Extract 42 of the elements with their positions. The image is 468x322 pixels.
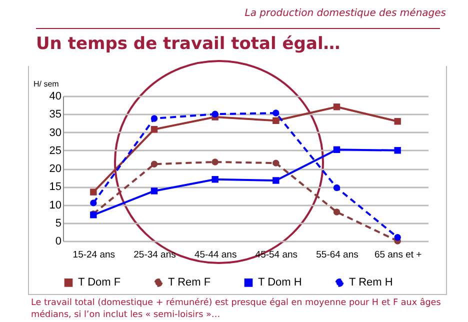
chart-title: Un temps de travail total égal…	[36, 34, 340, 54]
point	[212, 176, 218, 183]
point	[150, 126, 158, 133]
point	[90, 200, 97, 206]
y-tick-label: 0	[55, 236, 62, 248]
point	[212, 110, 218, 118]
point	[272, 177, 280, 184]
point	[394, 234, 401, 241]
y-axis-title: H/ sem	[34, 80, 60, 88]
point	[333, 208, 340, 216]
legend-label: T Dom F	[78, 276, 121, 289]
point	[150, 160, 158, 168]
point	[212, 158, 218, 166]
y-tick-label: 25	[49, 144, 62, 157]
point	[272, 110, 280, 116]
y-tick-label: 10	[49, 199, 62, 212]
x-tick-label: 45-44 ans	[194, 250, 237, 260]
point	[272, 117, 280, 124]
text: Le travail total (domestique + rémunéré) est presque égal en moyenne pour H et F aux âges médians, si l’on inclut les « semi-loisirs »…	[31, 297, 442, 321]
point	[150, 188, 158, 194]
point	[150, 115, 158, 122]
point	[333, 104, 340, 110]
x-tick-label: 25-34 ans	[134, 250, 176, 260]
point	[272, 160, 280, 166]
y-tick-label: 20	[49, 163, 62, 175]
y-tick-label: 40	[49, 90, 62, 102]
point	[90, 188, 97, 196]
chart-subtitle: La production domestique des ménages	[244, 8, 446, 19]
legend-label: T Dom H	[258, 276, 302, 289]
point	[394, 147, 401, 154]
x-tick-label: 15-24 ans	[72, 250, 116, 260]
x-tick-label: 55-64 ans	[316, 250, 359, 260]
x-tick-label: 65 ans et +	[374, 250, 422, 260]
y-tick-label: 35	[49, 108, 62, 121]
y-tick-label: 15	[49, 181, 62, 194]
point	[333, 184, 340, 192]
point	[394, 118, 401, 125]
legend-label: T Rem H	[349, 276, 393, 289]
y-tick-label: 30	[49, 126, 62, 139]
legend-label: T Rem F	[168, 276, 211, 289]
point	[333, 146, 340, 154]
y-tick-label: 5	[55, 217, 62, 230]
